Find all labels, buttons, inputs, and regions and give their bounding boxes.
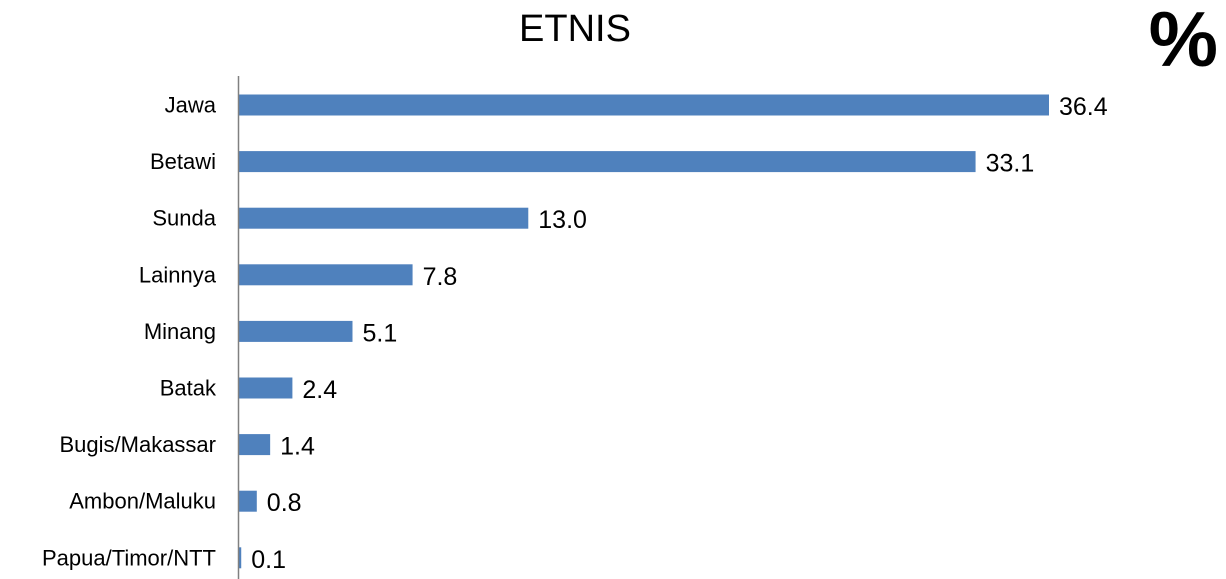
category-label-2: Sunda [152, 206, 216, 231]
category-label-8: Papua/Timor/NTT [42, 545, 216, 570]
bars-layer [239, 94, 1049, 569]
value-label-5: 2.4 [302, 376, 337, 404]
category-labels-layer: Jawa Betawi Sunda Lainnya Minang Batak Bugis/M… [42, 93, 217, 571]
bar-1 [239, 151, 976, 173]
bar-4 [239, 320, 353, 342]
value-label-2: 13.0 [538, 206, 587, 234]
value-label-6: 1.4 [280, 433, 315, 461]
category-label-5: Batak [160, 376, 217, 401]
category-label-4: Minang [144, 319, 216, 344]
value-label-4: 5.1 [362, 319, 397, 347]
value-label-8: 0.1 [251, 546, 286, 574]
value-label-3: 7.8 [423, 263, 458, 291]
category-label-7: Ambon/Maluku [69, 489, 216, 514]
value-label-7: 0.8 [267, 489, 302, 517]
category-label-1: Betawi [150, 149, 216, 174]
value-labels-layer: 36.4 33.1 13.0 7.8 5.1 2.4 1.4 0.8 0.1 [251, 93, 1108, 574]
bar-2 [239, 207, 529, 229]
value-label-1: 33.1 [986, 150, 1035, 178]
bar-6 [239, 434, 271, 456]
bar-5 [239, 377, 293, 399]
category-label-3: Lainnya [139, 262, 217, 287]
bar-8 [239, 547, 242, 569]
value-label-0: 36.4 [1059, 93, 1108, 121]
category-label-6: Bugis/Makassar [59, 432, 216, 457]
bar-7 [239, 490, 257, 512]
category-label-0: Jawa [165, 93, 217, 118]
chart-title: ETNIS [519, 8, 631, 50]
bar-3 [239, 264, 413, 286]
bar-0 [239, 94, 1049, 116]
unit-label: % [1148, 0, 1218, 83]
